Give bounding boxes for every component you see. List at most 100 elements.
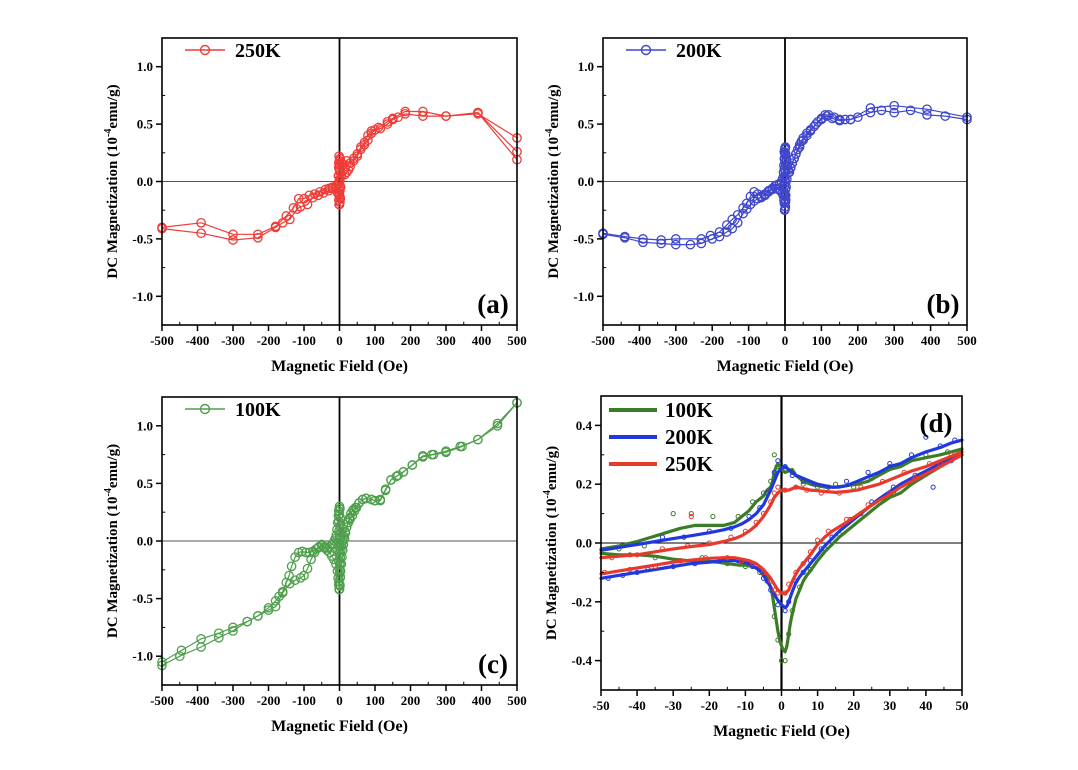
svg-text:-0.5: -0.5 [573, 231, 594, 246]
svg-text:-1.0: -1.0 [132, 649, 153, 664]
panel-b-chart: -500 -400 -300 -200 -100 0 100 200 300 400 500 -1.0… [544, 37, 977, 375]
svg-text:500: 500 [507, 333, 527, 348]
legend-label: 200K [665, 425, 714, 449]
series-200K-line [599, 438, 964, 552]
svg-text:200: 200 [401, 333, 421, 348]
svg-text:50: 50 [956, 698, 969, 713]
svg-text:-500: -500 [591, 333, 615, 348]
svg-text:0.5: 0.5 [578, 117, 595, 132]
svg-text:500: 500 [957, 333, 977, 348]
legend-marker-icon [199, 44, 211, 56]
svg-text:-1.0: -1.0 [573, 289, 594, 304]
svg-text:1.0: 1.0 [137, 418, 153, 433]
series-200K [598, 100, 972, 250]
svg-text:400: 400 [472, 333, 492, 348]
x-axis-label: Magnetic Field (Oe) [717, 358, 854, 375]
svg-text:-0.4: -0.4 [571, 653, 592, 668]
series-250K-line [599, 450, 964, 560]
y-axis-label: DC Magnetization (10-4emu/g) [103, 444, 121, 638]
panel-letter: (b) [927, 289, 960, 319]
panel-letter: (c) [478, 649, 508, 679]
svg-text:0.0: 0.0 [137, 534, 153, 549]
series-100K [157, 397, 522, 671]
svg-text:400: 400 [921, 333, 941, 348]
svg-text:-500: -500 [150, 693, 174, 708]
panel-c-chart: -500 -400 -300 -200 -100 0 100 200 300 400 500 -1.0… [103, 396, 527, 735]
svg-text:400: 400 [472, 693, 492, 708]
legend-label: 250K [665, 452, 714, 476]
y-axis: -1.0 -0.5 0.0 0.5 1.0 [132, 59, 166, 304]
svg-text:-100: -100 [292, 693, 316, 708]
y-axis: -1.0 -0.5 0.0 0.5 1.0 [573, 59, 607, 304]
svg-text:0.5: 0.5 [137, 476, 154, 491]
series-250K-line [477, 111, 518, 153]
svg-text:-40: -40 [628, 698, 645, 713]
panel-b: -500 -400 -300 -200 -100 0 100 200 300 400 500 -1.0… [539, 0, 1078, 385]
svg-text:-100: -100 [737, 333, 761, 348]
svg-text:0: 0 [782, 333, 789, 348]
y-axis-label: DC Magnetization (10-4emu/g) [542, 446, 560, 640]
panel-a: -500 -400 -300 -200 -100 0 100 200 300 400 500 -1.0… [0, 0, 539, 385]
series-250K [157, 106, 522, 245]
legend-label: 250K [235, 40, 281, 62]
svg-text:500: 500 [507, 693, 527, 708]
legend: 250K [185, 40, 281, 62]
svg-text:0: 0 [336, 333, 343, 348]
legend: 100K 200K 250K [609, 398, 714, 476]
svg-text:300: 300 [884, 333, 904, 348]
svg-text:-0.5: -0.5 [132, 231, 153, 246]
svg-text:0.0: 0.0 [578, 174, 594, 189]
panel-letter: (a) [477, 289, 508, 319]
svg-text:-300: -300 [664, 333, 688, 348]
svg-text:-300: -300 [221, 333, 245, 348]
svg-text:-100: -100 [292, 333, 316, 348]
svg-text:-400: -400 [186, 693, 210, 708]
svg-text:-20: -20 [701, 698, 718, 713]
svg-text:200: 200 [401, 693, 421, 708]
panel-d-chart: -50 -40 -30 -20 -10 0 10 20 30 40 50 -0.4 -0.2 0.0 0.2… [542, 395, 969, 740]
legend-marker-icon [199, 403, 211, 415]
x-axis: -500 -400 -300 -200 -100 0 100 200 300 400 500 [150, 321, 527, 348]
svg-text:-1.0: -1.0 [132, 289, 153, 304]
svg-text:0: 0 [778, 698, 785, 713]
panel-c: -500 -400 -300 -200 -100 0 100 200 300 400 500 -1.0… [0, 385, 539, 770]
svg-text:-200: -200 [257, 693, 281, 708]
legend-label: 100K [665, 398, 714, 422]
svg-text:200: 200 [848, 333, 868, 348]
svg-text:300: 300 [436, 693, 456, 708]
y-axis: -1.0 -0.5 0.0 0.5 1.0 [132, 418, 166, 664]
svg-text:1.0: 1.0 [578, 59, 594, 74]
svg-text:0: 0 [336, 693, 343, 708]
svg-text:10: 10 [811, 698, 824, 713]
svg-text:-400: -400 [186, 333, 210, 348]
legend: 200K [626, 40, 722, 62]
svg-text:0.4: 0.4 [576, 418, 593, 433]
svg-text:100: 100 [365, 693, 385, 708]
x-axis: -50 -40 -30 -20 -10 0 10 20 30 40 50 [592, 686, 969, 713]
svg-text:100: 100 [365, 333, 385, 348]
svg-text:0.0: 0.0 [137, 174, 153, 189]
svg-text:-500: -500 [150, 333, 174, 348]
svg-text:-200: -200 [700, 333, 724, 348]
svg-text:300: 300 [436, 333, 456, 348]
x-axis-label: Magnetic Field (Oe) [271, 358, 408, 375]
svg-text:0.2: 0.2 [576, 477, 592, 492]
svg-text:-400: -400 [627, 333, 651, 348]
series-250K [599, 450, 964, 596]
svg-text:-0.2: -0.2 [571, 594, 592, 609]
svg-text:1.0: 1.0 [137, 59, 153, 74]
svg-text:-200: -200 [257, 333, 281, 348]
svg-text:-10: -10 [737, 698, 754, 713]
legend-label: 100K [235, 399, 281, 421]
svg-text:0.5: 0.5 [137, 117, 154, 132]
svg-text:-0.5: -0.5 [132, 591, 153, 606]
panel-letter: (d) [920, 408, 953, 438]
legend-label: 200K [676, 40, 722, 62]
y-axis-label: DC Magnetization (10-4emu/g) [103, 84, 121, 278]
x-axis-label: Magnetic Field (Oe) [271, 718, 408, 735]
svg-text:40: 40 [919, 698, 932, 713]
x-axis: -500 -400 -300 -200 -100 0 100 200 300 400 500 [150, 681, 527, 708]
legend-marker-icon [640, 44, 652, 56]
svg-text:20: 20 [847, 698, 860, 713]
